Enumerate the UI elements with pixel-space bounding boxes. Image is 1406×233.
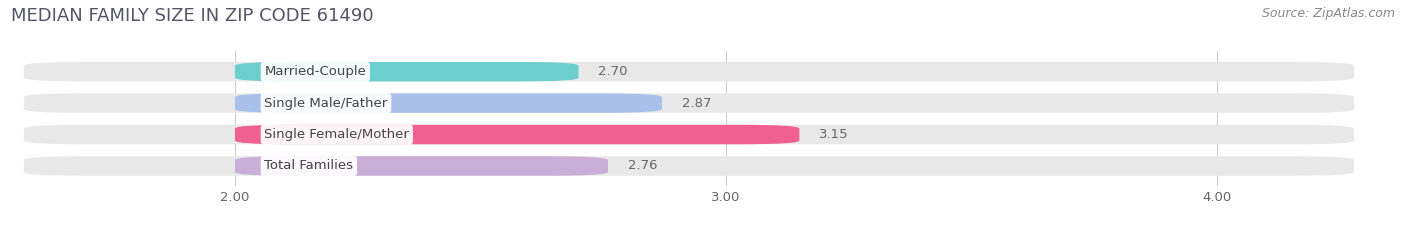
Text: 2.87: 2.87 <box>682 97 711 110</box>
FancyBboxPatch shape <box>235 93 662 113</box>
FancyBboxPatch shape <box>235 125 800 144</box>
FancyBboxPatch shape <box>24 62 1354 81</box>
FancyBboxPatch shape <box>24 93 1354 113</box>
FancyBboxPatch shape <box>24 125 1354 144</box>
Text: Married-Couple: Married-Couple <box>264 65 366 78</box>
Text: 2.76: 2.76 <box>627 159 657 172</box>
Text: Single Female/Mother: Single Female/Mother <box>264 128 409 141</box>
Text: Single Male/Father: Single Male/Father <box>264 97 388 110</box>
FancyBboxPatch shape <box>235 156 607 176</box>
Text: MEDIAN FAMILY SIZE IN ZIP CODE 61490: MEDIAN FAMILY SIZE IN ZIP CODE 61490 <box>11 7 374 25</box>
Text: 2.70: 2.70 <box>598 65 627 78</box>
FancyBboxPatch shape <box>24 156 1354 176</box>
Text: 3.15: 3.15 <box>820 128 849 141</box>
Text: Source: ZipAtlas.com: Source: ZipAtlas.com <box>1261 7 1395 20</box>
FancyBboxPatch shape <box>235 62 578 81</box>
Text: Total Families: Total Families <box>264 159 353 172</box>
